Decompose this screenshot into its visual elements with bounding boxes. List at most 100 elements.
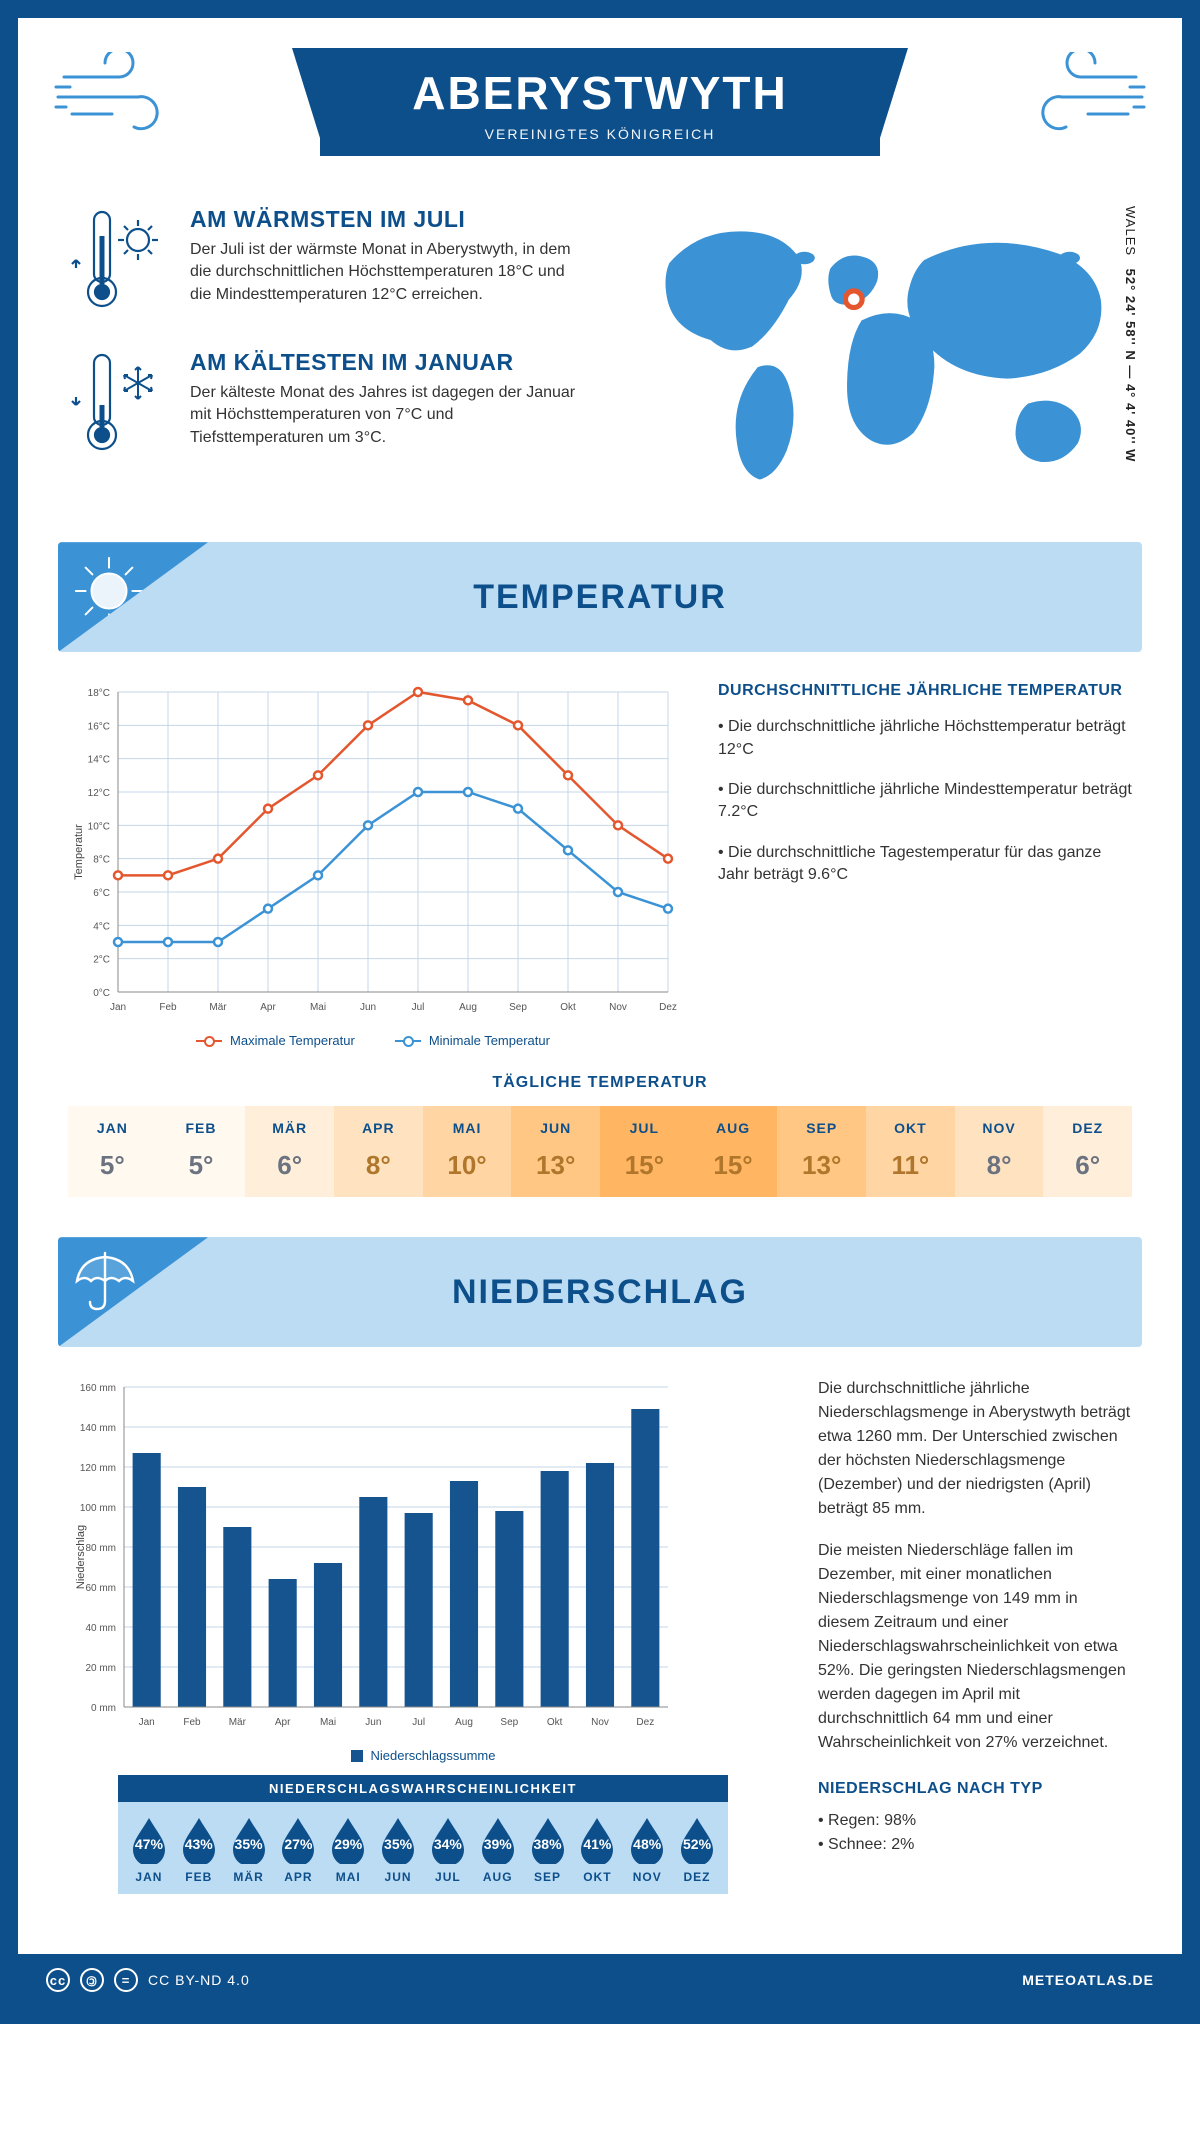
svg-text:Jul: Jul [412, 1002, 425, 1013]
precip-probability: NIEDERSCHLAGSWAHRSCHEINLICHKEIT 47%JAN43… [118, 1775, 728, 1894]
svg-text:Jul: Jul [412, 1717, 425, 1728]
daily-temp-cell: OKT11° [866, 1106, 955, 1197]
precip-chart: 0 mm20 mm40 mm60 mm80 mm100 mm120 mm140 … [68, 1377, 778, 1934]
svg-text:Jun: Jun [365, 1717, 381, 1728]
prob-cell: 48%NOV [622, 1816, 672, 1884]
svg-text:Feb: Feb [159, 1002, 177, 1013]
daily-temp-title: TÄGLICHE TEMPERATUR [18, 1074, 1182, 1092]
daily-temp-cell: NOV8° [955, 1106, 1044, 1197]
site-name: METEOATLAS.DE [1022, 1972, 1154, 1988]
prob-cell: 43%FEB [174, 1816, 224, 1884]
nd-icon: = [114, 1968, 138, 1992]
svg-text:20 mm: 20 mm [85, 1663, 116, 1674]
svg-text:Dez: Dez [659, 1002, 677, 1013]
svg-text:Dez: Dez [636, 1717, 654, 1728]
header: ABERYSTWYTH VEREINIGTES KÖNIGREICH [18, 18, 1182, 176]
daily-temp-cell: JUL15° [600, 1106, 689, 1197]
daily-temp-cell: APR8° [334, 1106, 423, 1197]
prob-cell: 47%JAN [124, 1816, 174, 1884]
coldest-title: AM KÄLTESTEN IM JANUAR [190, 349, 582, 376]
prob-cell: 35%MÄR [224, 1816, 274, 1884]
svg-text:Aug: Aug [459, 1002, 477, 1013]
notes-title: DURCHSCHNITTLICHE JÄHRLICHE TEMPERATUR [718, 682, 1132, 700]
prob-cell: 52%DEZ [672, 1816, 722, 1884]
daily-temp-cell: MÄR6° [245, 1106, 334, 1197]
prob-title: NIEDERSCHLAGSWAHRSCHEINLICHKEIT [118, 1775, 728, 1802]
precip-type-title: NIEDERSCHLAG NACH TYP [818, 1777, 1132, 1801]
city-name: ABERYSTWYTH [400, 66, 800, 120]
legend-high: Maximale Temperatur [230, 1033, 355, 1048]
by-icon: 🄯 [80, 1968, 104, 1992]
thermometer-sun-icon [68, 206, 168, 321]
svg-text:Aug: Aug [455, 1717, 473, 1728]
daily-temp-cell: SEP13° [777, 1106, 866, 1197]
precip-paragraph: Die durchschnittliche jährliche Niedersc… [818, 1377, 1132, 1521]
svg-text:Jan: Jan [139, 1717, 155, 1728]
sun-icon [70, 552, 148, 630]
daily-temp-cell: DEZ6° [1043, 1106, 1132, 1197]
daily-temp-cell: AUG15° [689, 1106, 778, 1197]
svg-text:140 mm: 140 mm [80, 1423, 116, 1434]
precip-paragraph: Die meisten Niederschläge fallen im Deze… [818, 1539, 1132, 1755]
intro-section: AM WÄRMSTEN IM JULI Der Juli ist der wär… [18, 176, 1182, 542]
infographic-page: ABERYSTWYTH VEREINIGTES KÖNIGREICH [0, 0, 1200, 2024]
legend-precip: Niederschlagssumme [371, 1748, 496, 1763]
temperature-notes: DURCHSCHNITTLICHE JÄHRLICHE TEMPERATUR D… [718, 682, 1132, 1048]
svg-text:Jan: Jan [110, 1002, 126, 1013]
svg-text:Sep: Sep [500, 1717, 518, 1728]
svg-text:0 mm: 0 mm [91, 1703, 116, 1714]
prob-cell: 27%APR [273, 1816, 323, 1884]
daily-temp-cell: FEB5° [157, 1106, 246, 1197]
svg-text:Okt: Okt [560, 1002, 576, 1013]
world-map-block: WALES 52° 24' 58'' N — 4° 4' 40'' W [612, 206, 1132, 502]
prob-cell: 35%JUN [373, 1816, 423, 1884]
svg-text:12°C: 12°C [88, 788, 110, 799]
country-name: VEREINIGTES KÖNIGREICH [400, 126, 800, 142]
coldest-block: AM KÄLTESTEN IM JANUAR Der kälteste Mona… [68, 349, 582, 464]
region-label: WALES [1123, 206, 1138, 256]
note-item: Die durchschnittliche jährliche Mindestt… [718, 779, 1132, 824]
wind-icon [1026, 52, 1146, 147]
coldest-text: Der kälteste Monat des Jahres ist dagege… [190, 382, 582, 449]
chart-legend: Niederschlagssumme [68, 1748, 778, 1763]
prob-cell: 29%MAI [323, 1816, 373, 1884]
world-map-icon [612, 206, 1132, 502]
svg-text:10°C: 10°C [88, 822, 110, 833]
svg-text:Feb: Feb [183, 1717, 201, 1728]
svg-text:4°C: 4°C [93, 922, 110, 933]
svg-text:18°C: 18°C [88, 688, 110, 699]
license-text: CC BY-ND 4.0 [148, 1972, 250, 1988]
svg-text:160 mm: 160 mm [80, 1383, 116, 1394]
precip-type-item: • Regen: 98% [818, 1809, 1132, 1833]
precip-type-item: • Schnee: 2% [818, 1833, 1132, 1857]
svg-text:Nov: Nov [609, 1002, 627, 1013]
svg-text:Okt: Okt [547, 1717, 563, 1728]
svg-text:Jun: Jun [360, 1002, 376, 1013]
note-item: Die durchschnittliche jährliche Höchstte… [718, 716, 1132, 761]
section-bar-precip: NIEDERSCHLAG [58, 1237, 1142, 1347]
svg-text:60 mm: 60 mm [85, 1583, 116, 1594]
svg-text:Mai: Mai [310, 1002, 326, 1013]
daily-temp-strip: JAN5°FEB5°MÄR6°APR8°MAI10°JUN13°JUL15°AU… [68, 1106, 1132, 1197]
warmest-text: Der Juli ist der wärmste Monat in Aberys… [190, 239, 582, 306]
latlon-label: 52° 24' 58'' N — 4° 4' 40'' W [1123, 269, 1138, 463]
chart-legend: Maximale Temperatur Minimale Temperatur [68, 1033, 678, 1048]
svg-text:Mär: Mär [229, 1717, 247, 1728]
svg-text:14°C: 14°C [88, 755, 110, 766]
svg-text:Mär: Mär [209, 1002, 227, 1013]
svg-text:80 mm: 80 mm [85, 1543, 116, 1554]
prob-cell: 39%AUG [473, 1816, 523, 1884]
warmest-block: AM WÄRMSTEN IM JULI Der Juli ist der wär… [68, 206, 582, 321]
section-title: TEMPERATUR [473, 578, 727, 617]
svg-text:2°C: 2°C [93, 955, 110, 966]
section-title: NIEDERSCHLAG [452, 1273, 748, 1312]
wind-icon [54, 52, 174, 147]
svg-text:16°C: 16°C [88, 722, 110, 733]
cc-icon: cc [46, 1968, 70, 1992]
prob-cell: 38%SEP [523, 1816, 573, 1884]
section-bar-temperature: TEMPERATUR [58, 542, 1142, 652]
umbrella-icon [70, 1247, 140, 1317]
svg-text:Mai: Mai [320, 1717, 336, 1728]
prob-cell: 41%OKT [572, 1816, 622, 1884]
legend-low: Minimale Temperatur [429, 1033, 550, 1048]
